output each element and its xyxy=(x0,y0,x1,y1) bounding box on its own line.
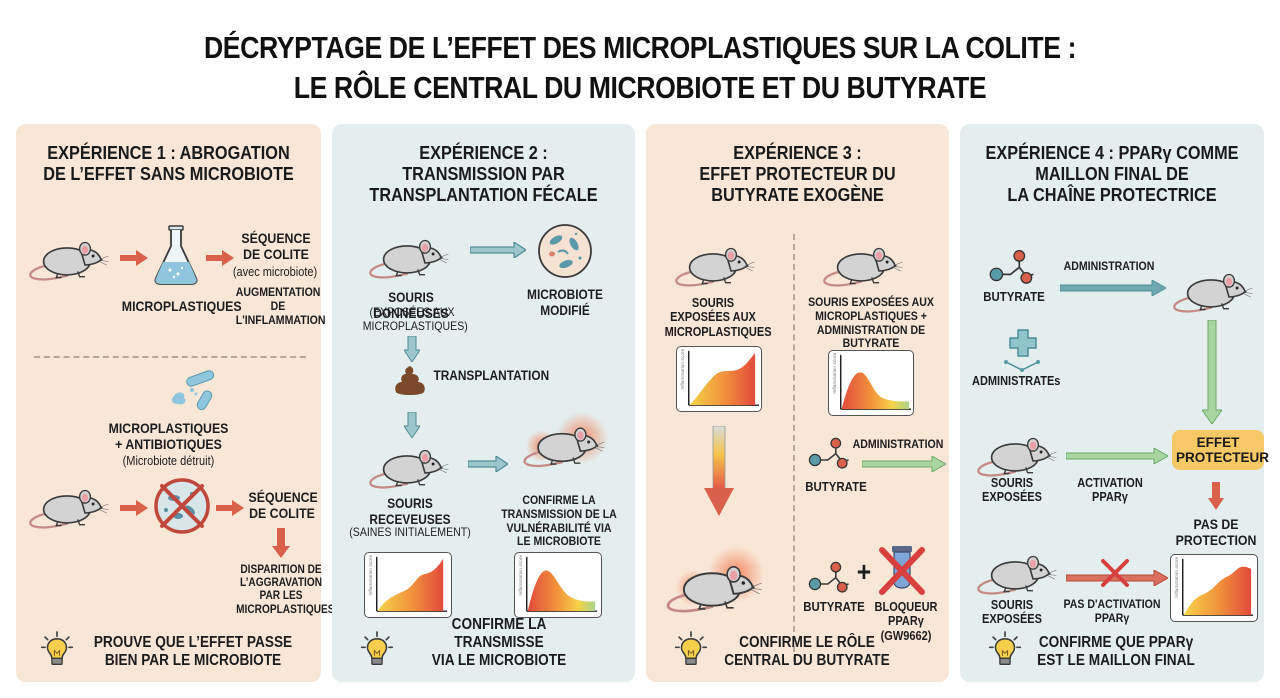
experiment-2-title: EXPÉRIENCE 2 : TRANSMISSION PAR TRANSPLA… xyxy=(369,142,598,205)
mouse-icon xyxy=(22,476,112,532)
svg-text:Inflammation score: Inflammation score xyxy=(1174,556,1180,597)
svg-text:Inflammation score: Inflammation score xyxy=(518,554,524,595)
souris-exposees-label-2: SOURIS EXPOSÉES xyxy=(982,598,1042,627)
arrow-right-icon xyxy=(216,500,244,516)
microbiote-modifie-label: MICROBIOTE MODIFIÉ xyxy=(527,287,603,318)
butyrate-label-2: BUTYRATE xyxy=(803,599,865,614)
butyrate-molecule-icon xyxy=(984,248,1044,292)
blocked-vial-icon xyxy=(879,546,925,595)
arrow-right-icon xyxy=(1066,570,1168,586)
microplastiques-antibiotiques-label: MICROPLASTIQUES + ANTIBIOTIQUES xyxy=(108,420,229,453)
transplantation-label: TRANSPLANTATION xyxy=(433,368,550,383)
blocked-x-icon xyxy=(1101,559,1129,587)
divider xyxy=(34,356,306,358)
mouse-icon xyxy=(970,424,1060,480)
plus-icon xyxy=(1004,329,1040,372)
administrates-label: ADMINISTRATEs xyxy=(972,374,1061,388)
arrow-right-icon xyxy=(120,250,148,266)
avec-microbiote-label: (avec microbiote) xyxy=(232,265,318,279)
butyrate-molecule-icon xyxy=(806,436,856,476)
mouse-icon xyxy=(22,228,112,284)
inflammation-chart-decreasing: Inflammation score xyxy=(828,350,914,416)
souris-receveuses-label: SOURIS RECEVEUSES xyxy=(369,496,451,527)
mouse-icon xyxy=(362,226,452,282)
souris-exposees-label: SOURIS EXPOSÉES xyxy=(982,476,1042,505)
lightbulb-icon xyxy=(674,630,708,668)
mouse-icon xyxy=(1166,260,1256,316)
experiment-2-panel: EXPÉRIENCE 2 : TRANSMISSION PAR TRANSPLA… xyxy=(332,124,635,682)
arrow-right-icon xyxy=(120,500,148,516)
experiment-4-title: EXPÉRIENCE 4 : PPARγ COMME MAILLON FINAL… xyxy=(985,142,1239,205)
inflammation-chart-increasing: Inflammation score xyxy=(364,552,452,618)
exposees-label: (EXPOSÉES AUX MICROPLASTIQUES) xyxy=(362,305,468,333)
experiment-3-title: EXPÉRIENCE 3 : EFFET PROTECTEUR DU BUTYR… xyxy=(699,142,896,205)
microbiote-detruit-label: (Microbiote détruit) xyxy=(122,454,215,468)
experiment-3-panel: EXPÉRIENCE 3 : EFFET PROTECTEUR DU BUTYR… xyxy=(646,124,949,682)
arrow-down-icon xyxy=(272,528,290,558)
arrow-down-icon xyxy=(404,336,420,362)
butyrate-label: BUTYRATE xyxy=(983,289,1045,304)
arrow-right-icon xyxy=(468,456,508,472)
pas-protection-label: PAS DE PROTECTION xyxy=(1175,516,1257,549)
souris-exposees-butyrate-label: SOURIS EXPOSÉES AUX MICROPLASTIQUES + AD… xyxy=(808,295,934,351)
mouse-icon xyxy=(362,436,452,492)
effet-protecteur-box: EFFET PROTECTEUR xyxy=(1172,430,1269,470)
souris-donneuses-label: SOURIS DONNEUSES xyxy=(373,290,449,321)
arrow-right-icon xyxy=(1060,280,1166,296)
administration-label: ADMINISTRATION xyxy=(852,437,944,451)
plus-sign: + xyxy=(856,556,872,587)
arrow-down-icon xyxy=(704,426,734,516)
butyrate-molecule-icon xyxy=(806,560,856,600)
inflamed-mouse-icon xyxy=(512,412,608,480)
feces-icon xyxy=(395,366,425,395)
inflammation-chart-increasing: Inflammation score xyxy=(1170,554,1258,622)
sequence-colite-label: SÉQUENCE DE COLITE xyxy=(241,230,311,263)
administration-label: ADMINISTRATION xyxy=(1063,259,1155,273)
no-bacteria-icon xyxy=(154,478,210,534)
confirme-transmission-label: CONFIRME LA TRANSMISSION DE LA VULNÉRABI… xyxy=(501,493,617,549)
inflamed-mouse-icon xyxy=(654,546,764,624)
augmentation-inflammation-label: AUGMENTATION DE L'INFLAMMATION xyxy=(235,285,326,327)
arrow-right-icon xyxy=(1066,448,1168,464)
inflammation-chart-decreasing: Inflammation score xyxy=(514,552,602,618)
bloqueur-label: BLOQUEUR PPARγ (GW9662) xyxy=(874,600,938,643)
arrow-right-icon xyxy=(862,456,946,472)
butyrate-label: BUTYRATE xyxy=(805,479,867,494)
inflammation-chart-increasing: Inflammation score xyxy=(676,346,762,412)
souris-exposees-label: SOURIS EXPOSÉES AUX MICROPLASTIQUES xyxy=(664,296,772,339)
lightbulb-icon xyxy=(360,630,394,668)
microplastiques-label: MICROPLASTIQUES xyxy=(121,298,242,314)
divider xyxy=(793,234,795,662)
arrow-down-icon xyxy=(1202,320,1222,424)
mouse-icon xyxy=(816,234,906,290)
activation-ppar-label: ACTIVATION PPARγ xyxy=(1077,476,1143,505)
page-title: DÉCRYPTAGE DE L’EFFET DES MICROPLASTIQUE… xyxy=(203,30,1077,105)
svg-text:Inflammation score: Inflammation score xyxy=(680,348,686,389)
mouse-icon xyxy=(668,234,758,290)
arrow-right-icon xyxy=(470,242,526,258)
experiment-4-panel: EXPÉRIENCE 4 : PPARγ COMME MAILLON FINAL… xyxy=(960,124,1269,682)
arrow-down-icon xyxy=(404,412,420,438)
pas-activation-label: PAS D'ACTIVATION PPARγ xyxy=(1063,597,1161,625)
svg-text:Inflammation score: Inflammation score xyxy=(832,352,838,393)
lightbulb-icon xyxy=(988,630,1022,668)
arrow-right-icon xyxy=(206,250,234,266)
sequence-colite-label-2: SÉQUENCE DE COLITE xyxy=(248,489,318,522)
arrow-down-icon xyxy=(1208,482,1224,510)
saines-label: (SAINES INITIALEMENT) xyxy=(349,525,471,539)
flask-icon xyxy=(154,225,198,285)
svg-text:Inflammation score: Inflammation score xyxy=(368,554,374,595)
lightbulb-icon xyxy=(40,630,74,668)
bacteria-icon xyxy=(171,370,215,411)
mouse-icon xyxy=(970,542,1060,598)
experiment-1-panel: EXPÉRIENCE 1 : ABROGATION DE L’EFFET SAN… xyxy=(16,124,335,682)
experiment-1-title: EXPÉRIENCE 1 : ABROGATION DE L’EFFET SAN… xyxy=(43,142,294,184)
microbiote-icon xyxy=(538,224,592,278)
disparition-label: DISPARITION DE L’AGGRAVATION PAR LES MIC… xyxy=(236,564,335,616)
